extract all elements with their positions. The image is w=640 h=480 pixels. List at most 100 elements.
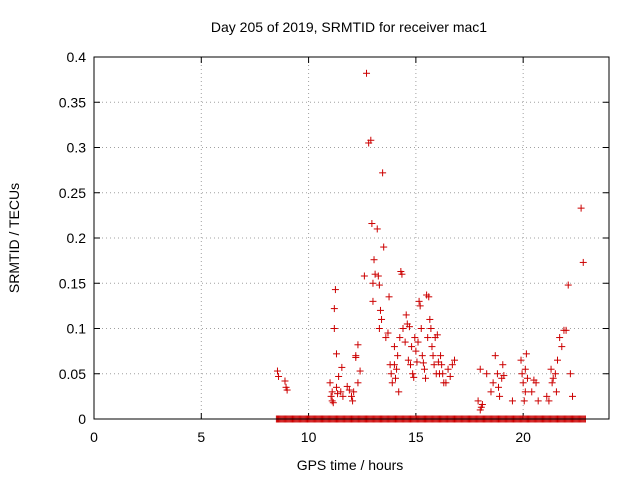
data-point (478, 401, 486, 409)
x-tick-label: 15 (408, 429, 424, 445)
x-tick-label: 0 (90, 429, 98, 445)
data-point (356, 367, 364, 375)
y-tick-label: 0.2 (67, 230, 87, 246)
data-point (338, 363, 346, 371)
chart-title: Day 205 of 2019, SRMTID for receiver mac… (211, 19, 487, 35)
data-point (438, 361, 446, 369)
data-point (388, 379, 396, 387)
data-point (331, 286, 339, 294)
data-point (273, 367, 281, 375)
data-point (426, 315, 434, 323)
data-point (337, 388, 345, 396)
data-point (394, 352, 402, 360)
data-point (393, 365, 401, 373)
data-point (334, 390, 342, 398)
data-point (374, 272, 382, 280)
data-point (398, 270, 406, 278)
data-point (375, 281, 383, 289)
data-point (433, 331, 441, 339)
data-point (326, 379, 334, 387)
y-tick-label: 0.1 (67, 321, 87, 337)
data-point (408, 343, 416, 351)
data-point (521, 365, 529, 373)
data-point (354, 379, 362, 387)
data-point (446, 372, 454, 380)
data-point (371, 270, 379, 278)
data-point (368, 220, 376, 228)
data-point (281, 377, 289, 385)
y-tick-label: 0.05 (59, 366, 86, 382)
x-tick-label: 10 (301, 429, 317, 445)
data-point (437, 352, 445, 360)
data-point (417, 325, 425, 332)
data-point (369, 279, 377, 287)
data-point (405, 323, 413, 331)
y-axis-label: SRMTID / TECUs (6, 183, 22, 293)
data-point (329, 399, 337, 407)
data-point (547, 365, 555, 373)
data-point (330, 325, 338, 332)
data-point (410, 373, 418, 381)
data-point (349, 397, 357, 405)
data-point (404, 356, 412, 364)
data-point (415, 297, 423, 305)
data-point (444, 365, 452, 373)
grid (94, 57, 609, 419)
data-point (483, 370, 491, 378)
data-point (496, 392, 504, 400)
data-point (375, 325, 383, 332)
data-point (380, 243, 388, 251)
data-point (401, 338, 409, 346)
data-point (412, 347, 420, 355)
data-point (448, 361, 456, 369)
data-point (428, 343, 436, 351)
data-point (566, 370, 574, 378)
data-point (354, 341, 362, 349)
data-point (474, 397, 482, 405)
data-point (370, 256, 378, 264)
data-point (500, 372, 508, 380)
data-point (556, 334, 564, 342)
data-point (554, 356, 561, 364)
data-point (487, 388, 495, 396)
data-point (564, 281, 572, 289)
data-point (562, 326, 570, 334)
y-tick-label: 0.35 (59, 94, 86, 110)
data-point (332, 383, 340, 391)
data-point (508, 397, 516, 405)
data-point (382, 334, 390, 342)
data-point (385, 293, 393, 301)
data-point (345, 386, 353, 394)
data-point (275, 372, 283, 380)
plot-frame (93, 56, 610, 420)
data-point (521, 388, 529, 396)
data-point (518, 370, 526, 378)
data-point (343, 382, 351, 390)
data-point (327, 392, 335, 400)
data-point (413, 358, 421, 366)
data-point (384, 329, 392, 337)
data-point (532, 379, 540, 387)
data-point (376, 306, 384, 314)
data-point (494, 383, 502, 391)
data-point (439, 370, 447, 378)
data-point (548, 379, 556, 387)
data-point (328, 388, 336, 396)
y-tick-label: 0.3 (67, 140, 87, 156)
x-tick-label: 20 (515, 429, 531, 445)
data-point (569, 392, 577, 400)
data-point (416, 302, 424, 310)
data-point (369, 297, 377, 305)
y-tick-label: 0.4 (67, 49, 87, 65)
data-point (543, 392, 551, 400)
data-point (551, 370, 559, 378)
data-point (425, 293, 433, 301)
data-point (579, 258, 587, 266)
data-point (350, 388, 358, 396)
data-point (363, 69, 371, 77)
data-point (379, 169, 387, 177)
x-tick-label: 5 (197, 429, 205, 445)
data-point (390, 361, 398, 369)
data-point (367, 136, 375, 144)
